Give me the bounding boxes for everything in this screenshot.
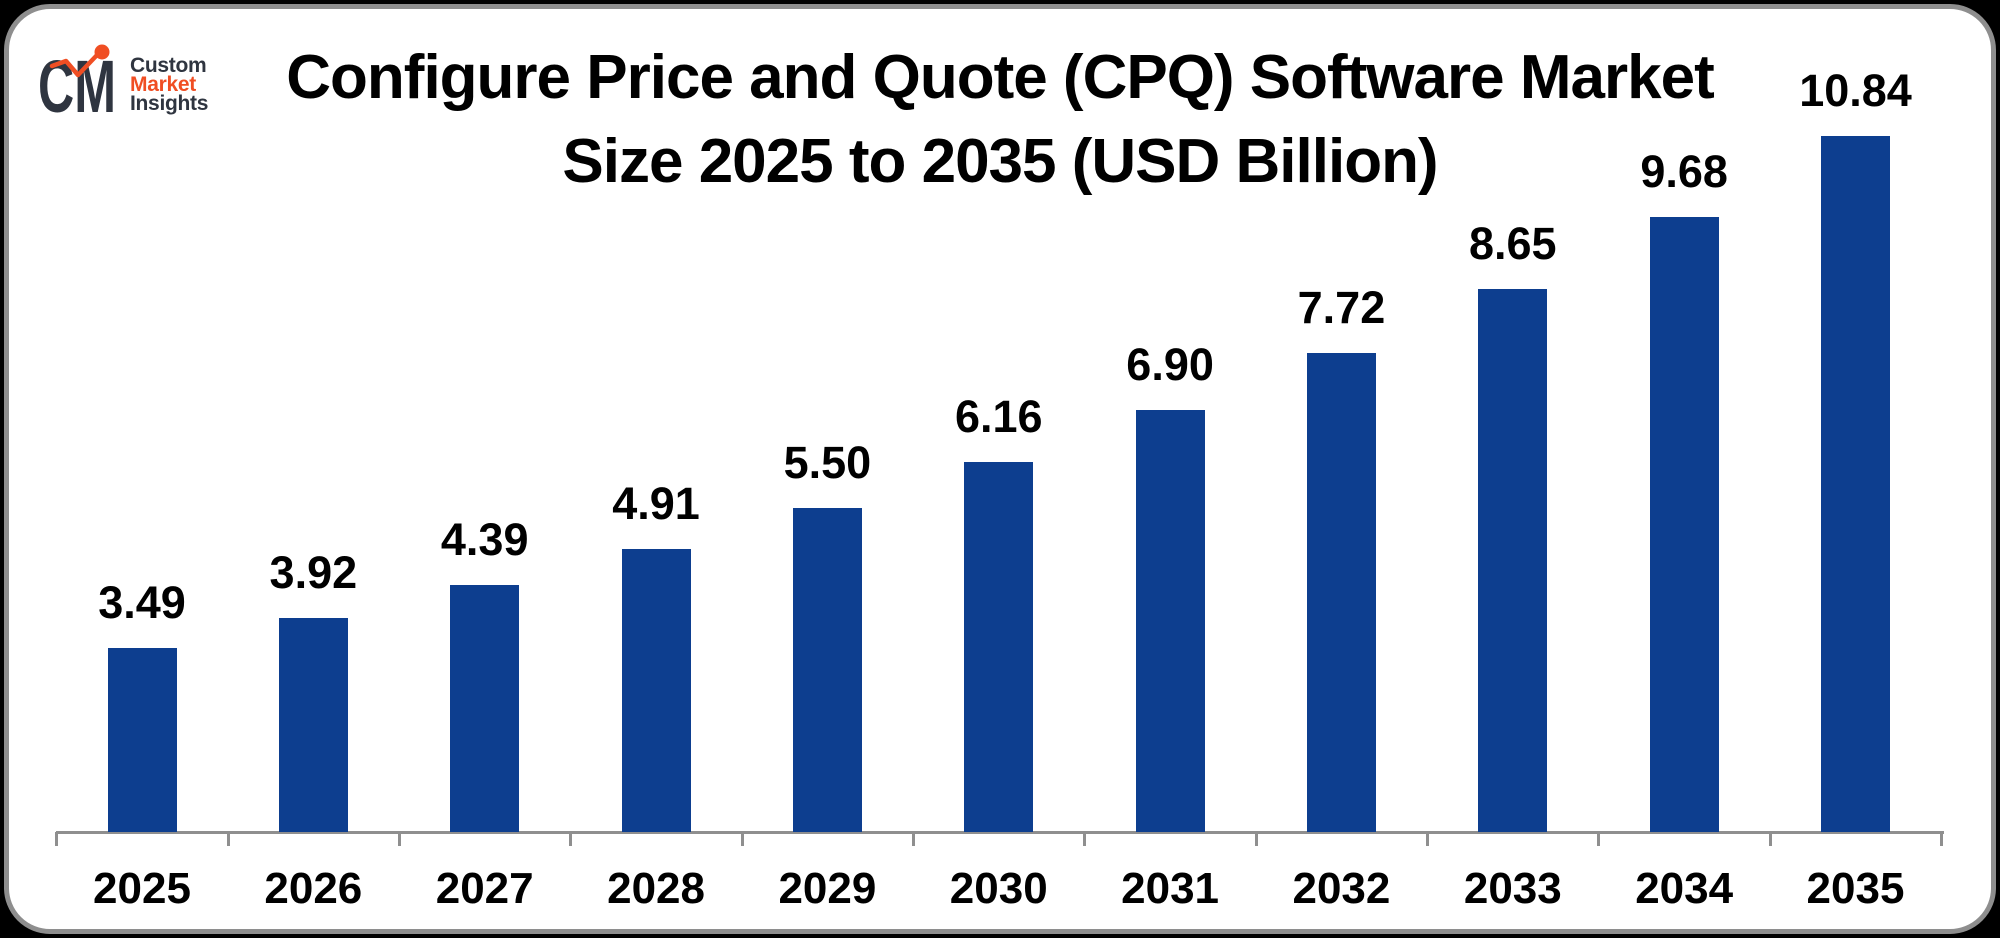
x-axis-tick-label: 2027 — [435, 864, 534, 913]
bar-value-label: 4.39 — [440, 514, 529, 565]
bar — [792, 508, 862, 832]
x-axis-tick-label: 2025 — [93, 864, 191, 913]
bar-value-label: 5.50 — [783, 437, 872, 488]
bar — [621, 549, 691, 832]
x-axis-tick-label: 2035 — [1806, 864, 1905, 913]
logo-word-custom: Custom — [130, 54, 207, 77]
x-axis-tick — [1768, 832, 1772, 846]
bar-value-label: 3.49 — [98, 577, 186, 628]
bar — [1135, 410, 1205, 832]
x-axis-tick — [1940, 832, 1944, 846]
x-axis-tick — [1426, 832, 1430, 846]
x-axis-tick — [1083, 832, 1087, 846]
bar — [1649, 217, 1719, 832]
cmi-logo-mark-icon: CM — [40, 44, 116, 120]
logo-orange-dot-icon — [94, 44, 110, 60]
bar — [450, 585, 520, 832]
x-axis-tick — [55, 832, 59, 846]
logo-word-market: Market — [130, 73, 196, 96]
x-axis-tick — [912, 832, 916, 846]
x-axis-tick — [226, 832, 230, 846]
bar — [1821, 136, 1890, 832]
x-axis-tick — [1597, 832, 1601, 846]
bar-value-label: 10.84 — [1799, 65, 1912, 116]
bar-value-label: 4.91 — [612, 478, 700, 529]
bar-value-label: 7.72 — [1297, 282, 1386, 333]
x-axis-tick-label: 2028 — [607, 864, 705, 913]
x-axis-tick — [1254, 832, 1258, 846]
logo-zigzag-line-icon — [49, 51, 101, 78]
chart-title: Configure Price and Quote (CPQ) Software… — [0, 36, 2000, 204]
brand-logo-words: Custom Market Insights — [130, 54, 209, 115]
bar-value-label: 6.16 — [954, 391, 1043, 442]
bar-value-label: 9.68 — [1640, 146, 1728, 197]
bar — [1478, 289, 1548, 832]
x-axis-tick-label: 2026 — [264, 864, 363, 913]
x-axis-tick-label: 2032 — [1292, 864, 1391, 913]
x-axis-line — [56, 831, 1945, 834]
x-axis-tick — [740, 832, 744, 846]
bar — [964, 462, 1034, 832]
chart-title-line-1: Configure Price and Quote (CPQ) Software… — [286, 43, 1714, 112]
x-axis-tick — [569, 832, 573, 846]
x-axis-tick-label: 2030 — [949, 864, 1048, 913]
bar — [107, 648, 177, 832]
brand-logo: CM Custom Market Insights — [40, 42, 208, 120]
bar-value-label: 8.65 — [1469, 218, 1557, 269]
chart-title-line-2: Size 2025 to 2035 (USD Billion) — [562, 127, 1438, 196]
bar-value-label: 3.92 — [269, 547, 358, 598]
bar-value-label: 6.90 — [1126, 339, 1214, 390]
x-axis-tick-label: 2033 — [1463, 864, 1562, 913]
x-axis-tick-label: 2031 — [1121, 864, 1220, 913]
bar — [278, 618, 348, 832]
bar — [1306, 353, 1376, 832]
logo-word-insights: Insights — [130, 92, 209, 115]
x-axis-tick — [398, 832, 401, 846]
x-axis-tick-label: 2029 — [778, 864, 877, 913]
x-axis-tick-label: 2034 — [1635, 864, 1734, 913]
